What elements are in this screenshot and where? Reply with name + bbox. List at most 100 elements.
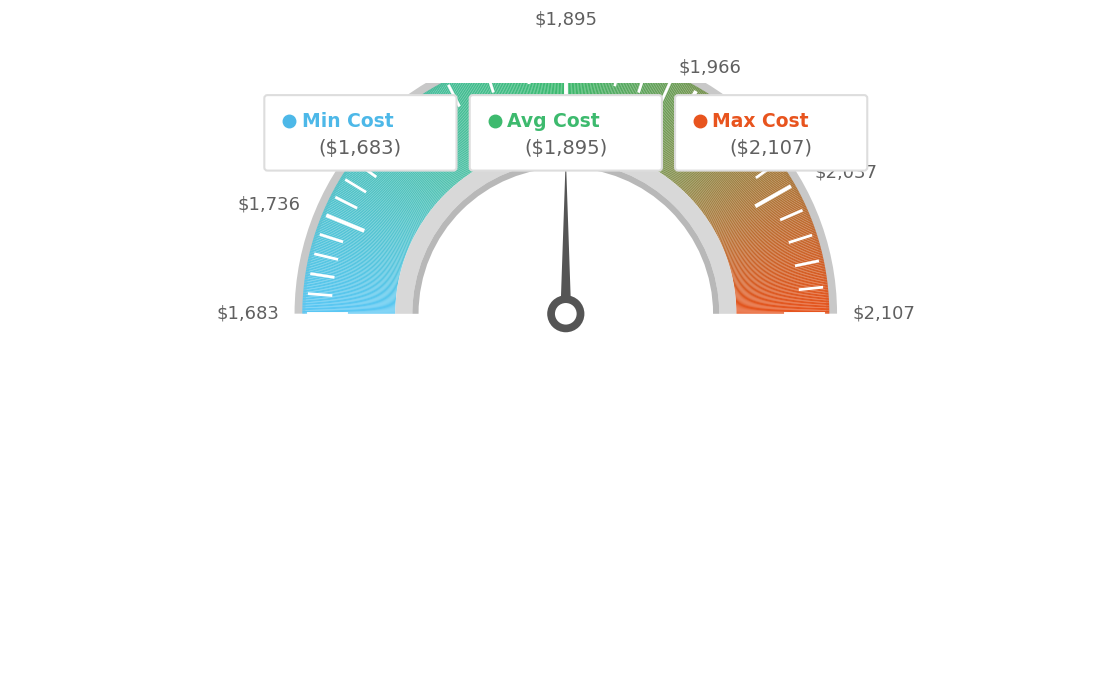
- Text: $2,107: $2,107: [852, 305, 915, 323]
- Wedge shape: [336, 185, 417, 231]
- Wedge shape: [403, 107, 461, 181]
- Wedge shape: [517, 57, 535, 148]
- Wedge shape: [605, 59, 628, 149]
- Wedge shape: [346, 169, 424, 221]
- Wedge shape: [736, 297, 829, 304]
- Wedge shape: [453, 77, 493, 161]
- Wedge shape: [355, 155, 431, 212]
- Wedge shape: [594, 55, 611, 147]
- Wedge shape: [365, 142, 437, 204]
- Wedge shape: [320, 217, 407, 253]
- Wedge shape: [729, 235, 817, 264]
- Wedge shape: [488, 63, 517, 152]
- Wedge shape: [598, 57, 618, 148]
- Wedge shape: [486, 63, 516, 152]
- Wedge shape: [736, 299, 829, 305]
- Wedge shape: [728, 233, 817, 262]
- Wedge shape: [401, 109, 459, 182]
- Wedge shape: [729, 236, 818, 264]
- Wedge shape: [470, 69, 505, 156]
- Wedge shape: [365, 143, 436, 204]
- Wedge shape: [734, 278, 827, 291]
- FancyBboxPatch shape: [675, 95, 868, 170]
- Wedge shape: [479, 66, 511, 154]
- Wedge shape: [367, 141, 438, 203]
- Wedge shape: [469, 70, 505, 157]
- Wedge shape: [310, 248, 401, 273]
- Wedge shape: [352, 159, 428, 214]
- Wedge shape: [339, 179, 420, 228]
- Wedge shape: [687, 130, 754, 195]
- Wedge shape: [705, 164, 783, 218]
- Wedge shape: [344, 170, 423, 222]
- Wedge shape: [668, 104, 724, 179]
- Wedge shape: [428, 89, 478, 169]
- Wedge shape: [620, 66, 652, 154]
- Wedge shape: [615, 63, 643, 152]
- Wedge shape: [364, 144, 436, 205]
- Wedge shape: [326, 204, 411, 244]
- Wedge shape: [510, 57, 531, 148]
- Wedge shape: [311, 244, 402, 270]
- Wedge shape: [302, 294, 396, 302]
- Wedge shape: [543, 53, 552, 145]
- Wedge shape: [669, 106, 728, 180]
- Wedge shape: [669, 105, 726, 179]
- Wedge shape: [728, 230, 816, 260]
- Wedge shape: [357, 153, 431, 211]
- Wedge shape: [316, 231, 404, 262]
- Wedge shape: [459, 74, 498, 159]
- Wedge shape: [615, 63, 644, 152]
- Wedge shape: [331, 193, 414, 237]
- Wedge shape: [327, 202, 412, 243]
- Wedge shape: [341, 177, 421, 226]
- Wedge shape: [302, 310, 395, 313]
- Wedge shape: [734, 268, 826, 285]
- Wedge shape: [359, 150, 433, 209]
- Wedge shape: [349, 164, 426, 218]
- Wedge shape: [730, 241, 819, 268]
- Wedge shape: [686, 128, 752, 194]
- Wedge shape: [724, 219, 813, 253]
- Wedge shape: [426, 91, 476, 170]
- Wedge shape: [385, 122, 449, 190]
- Wedge shape: [735, 294, 829, 302]
- Wedge shape: [631, 72, 669, 158]
- Wedge shape: [734, 273, 826, 288]
- Wedge shape: [306, 271, 397, 287]
- Wedge shape: [718, 195, 802, 238]
- Wedge shape: [667, 103, 723, 178]
- Wedge shape: [326, 206, 411, 244]
- Wedge shape: [383, 124, 448, 192]
- Wedge shape: [574, 52, 581, 145]
- Wedge shape: [604, 59, 626, 149]
- Wedge shape: [531, 54, 544, 146]
- Wedge shape: [721, 207, 807, 246]
- Wedge shape: [648, 84, 694, 166]
- Wedge shape: [616, 63, 646, 152]
- Wedge shape: [374, 133, 443, 198]
- Wedge shape: [314, 237, 403, 266]
- Wedge shape: [302, 297, 395, 304]
- Wedge shape: [721, 204, 806, 244]
- Wedge shape: [477, 67, 509, 155]
- Wedge shape: [427, 90, 477, 170]
- Wedge shape: [309, 255, 400, 277]
- Wedge shape: [726, 225, 815, 257]
- Wedge shape: [712, 179, 793, 228]
- Wedge shape: [708, 169, 786, 221]
- Wedge shape: [731, 246, 820, 270]
- Wedge shape: [550, 52, 556, 145]
- Wedge shape: [400, 110, 459, 183]
- Wedge shape: [571, 52, 575, 144]
- Wedge shape: [496, 61, 521, 150]
- Wedge shape: [328, 201, 412, 242]
- Wedge shape: [734, 270, 826, 286]
- Wedge shape: [474, 68, 507, 155]
- Wedge shape: [332, 192, 415, 236]
- Wedge shape: [323, 210, 410, 248]
- Wedge shape: [618, 65, 649, 153]
- Wedge shape: [646, 83, 691, 165]
- Wedge shape: [657, 92, 709, 171]
- Wedge shape: [304, 284, 396, 296]
